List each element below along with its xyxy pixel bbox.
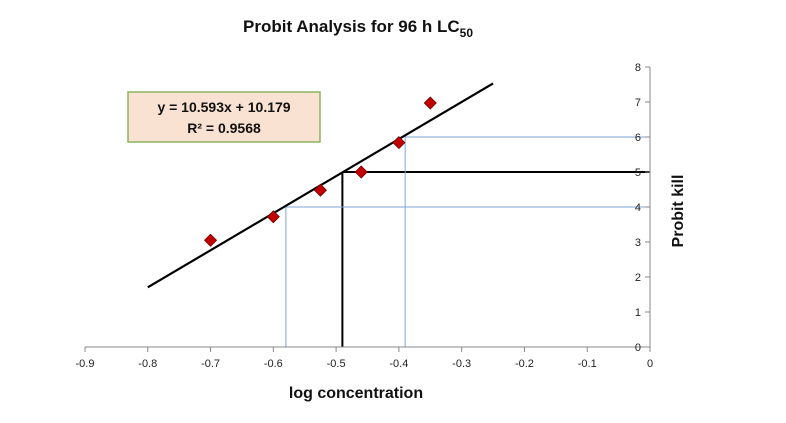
chart-title: Probit Analysis for 96 h LC50	[243, 17, 473, 40]
y-tick-label: 4	[635, 202, 641, 214]
y-axis-title: Probit kill	[670, 175, 687, 248]
data-point	[423, 96, 437, 110]
x-axis-title: log concentration	[289, 385, 423, 402]
y-tick-label: 8	[635, 62, 641, 74]
equation-text: y = 10.593x + 10.179	[157, 99, 290, 115]
x-tick-label: -0.7	[201, 358, 220, 370]
data-point	[392, 136, 406, 150]
x-tick-label: -0.5	[327, 358, 346, 370]
x-tick-label: -0.1	[578, 358, 597, 370]
data-point	[203, 233, 218, 247]
equation-box: y = 10.593x + 10.179 R² = 0.9568	[127, 91, 321, 143]
x-tick-label: -0.9	[76, 358, 95, 370]
x-tick-label: -0.6	[264, 358, 283, 370]
y-tick-label: 5	[635, 167, 641, 179]
data-point	[266, 210, 280, 224]
y-tick-label: 3	[635, 237, 641, 249]
chart-title-text: Probit Analysis for 96 h LC	[243, 17, 460, 36]
y-tick-label: 0	[635, 342, 641, 354]
equation-box-background	[127, 91, 321, 143]
y-tick-label: 1	[635, 307, 641, 319]
x-tick-label: -0.8	[138, 358, 157, 370]
guide-lines	[285, 136, 650, 347]
r-squared-text: R² = 0.9568	[187, 120, 261, 136]
data-point	[313, 183, 327, 197]
x-tick-label: -0.3	[452, 358, 471, 370]
data-point	[354, 165, 368, 179]
chart-title-subscript: 50	[460, 26, 474, 40]
y-axis-ticks: 0 1 2 3 4 5 6 7 8	[635, 62, 650, 354]
data-points	[203, 96, 437, 247]
y-tick-label: 6	[635, 132, 641, 144]
x-axis-ticks: -0.9 -0.8 -0.7 -0.6 -0.5 -0.4 -0.3 -0.2 -0.1 0	[76, 347, 653, 370]
x-tick-label: -0.2	[515, 358, 534, 370]
x-tick-label: 0	[647, 358, 653, 370]
y-tick-label: 2	[635, 272, 641, 284]
x-tick-label: -0.4	[389, 358, 408, 370]
y-tick-label: 7	[635, 97, 641, 109]
